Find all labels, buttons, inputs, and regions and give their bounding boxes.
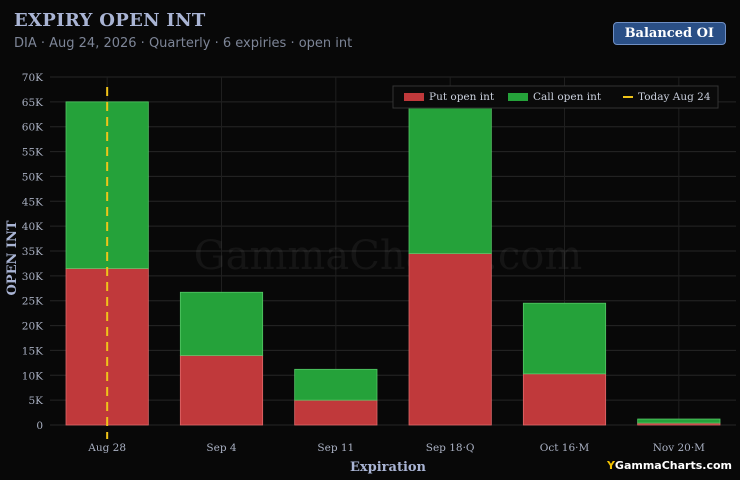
legend-box [392, 85, 719, 109]
y-tick-label: 50K [22, 171, 43, 183]
chart-subtitle: DIA · Aug 24, 2026 · Quarterly · 6 expir… [14, 36, 353, 51]
brand-mark-icon: Y [606, 459, 615, 472]
legend-swatch-call [508, 93, 528, 101]
bar-put-3 [408, 253, 492, 426]
y-tick-label: 35K [22, 246, 43, 258]
bar-call-3 [408, 91, 492, 254]
x-axis-ticks: Aug 28 Sep 4 Sep 11 Sep 18·Q Oct 16·M Nov 20·… [87, 442, 705, 454]
y-tick-label: 25K [22, 296, 43, 308]
y-tick-label: 30K [22, 271, 43, 283]
bar-put-2 [294, 399, 378, 426]
y-axis-title: OPEN INT [5, 220, 20, 295]
brand-logo: YGammaCharts.com [607, 459, 732, 472]
legend-label-today: Today Aug 24 [638, 91, 711, 103]
bar-call-5 [637, 418, 721, 424]
y-tick-label: 60K [22, 122, 43, 134]
y-tick-label: 15K [22, 345, 43, 357]
x-tick-label: Sep 18·Q [426, 442, 475, 454]
y-tick-label: 55K [22, 147, 43, 159]
legend-swatch-put [404, 93, 424, 101]
y-tick-label: 10K [22, 370, 43, 382]
brand-text: GammaCharts.com [614, 459, 732, 472]
y-tick-label: 45K [22, 196, 43, 208]
x-tick-label: Sep 4 [206, 442, 236, 454]
y-tick-label: 40K [22, 221, 43, 233]
y-tick-label: 70K [22, 72, 43, 84]
y-tick-label: 5K [28, 395, 43, 407]
x-tick-label: Nov 20·M [653, 442, 705, 454]
legend-label-call: Call open int [533, 91, 602, 103]
watermark: GammaCharts.com [194, 233, 583, 279]
chart-title: EXPIRY OPEN INT [14, 10, 206, 31]
bar-put-4 [522, 373, 607, 426]
oi-balance-badge[interactable]: Balanced OI [612, 22, 726, 45]
y-tick-label: 20K [22, 321, 43, 333]
bar-call-1 [179, 291, 264, 356]
bar-put-1 [179, 354, 264, 426]
bar-call-2 [294, 368, 378, 401]
legend-label-put: Put open int [429, 91, 495, 103]
bar-call-4 [522, 302, 607, 375]
y-tick-label: 65K [22, 97, 43, 109]
y-axis-ticks: 0 5K 10K 15K 20K 25K 30K 35K 40K 45K 50K 55K 60K 65K 7… [22, 72, 43, 432]
legend: Put open int Call open int Today Aug 24 [392, 85, 719, 109]
y-tick-label: 0 [36, 420, 43, 432]
x-axis-title: Expiration [350, 460, 427, 475]
x-tick-label: Sep 11 [317, 442, 354, 454]
x-tick-label: Oct 16·M [540, 442, 590, 454]
x-tick-label: Aug 28 [87, 442, 126, 454]
